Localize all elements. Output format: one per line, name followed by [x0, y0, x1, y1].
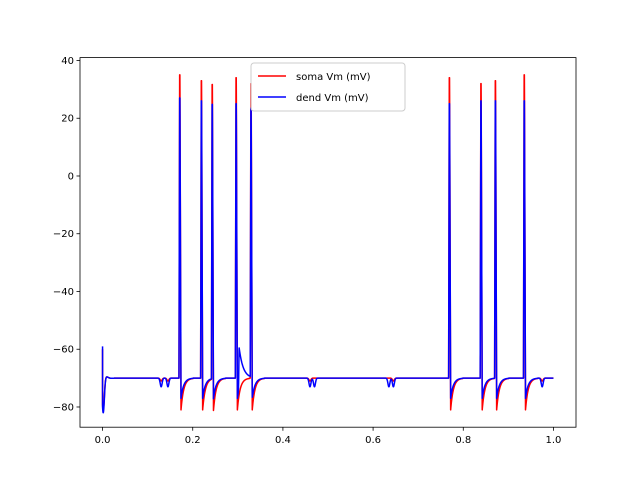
x-tick-label: 0.2 [185, 435, 201, 446]
plot-frame [79, 57, 577, 428]
y-tick-label: −20 [53, 229, 74, 240]
y-axis: −80 −60 −40 −20 0 20 40 [53, 56, 80, 413]
x-axis: 0.0 0.2 0.4 0.6 0.8 1.0 [95, 427, 562, 446]
x-tick-label: 0.4 [275, 435, 291, 446]
y-tick-label: 0 [68, 171, 74, 182]
y-tick-label: 20 [61, 114, 74, 125]
series-layer [101, 74, 555, 414]
legend-label-soma: soma Vm (mV) [296, 72, 371, 83]
x-tick-label: 0.0 [95, 435, 111, 446]
x-tick-label: 1.0 [546, 435, 562, 446]
series-line-dend [101, 97, 555, 414]
x-tick-label: 0.6 [365, 435, 381, 446]
x-tick-label: 0.8 [455, 435, 471, 446]
legend: soma Vm (mV) dend Vm (mV) [250, 62, 406, 112]
legend-box [250, 62, 406, 112]
y-tick-label: −60 [53, 345, 74, 356]
y-tick-label: −40 [53, 287, 74, 298]
y-tick-label: −80 [53, 402, 74, 413]
y-tick-label: 40 [61, 56, 74, 67]
legend-label-dend: dend Vm (mV) [296, 93, 369, 104]
